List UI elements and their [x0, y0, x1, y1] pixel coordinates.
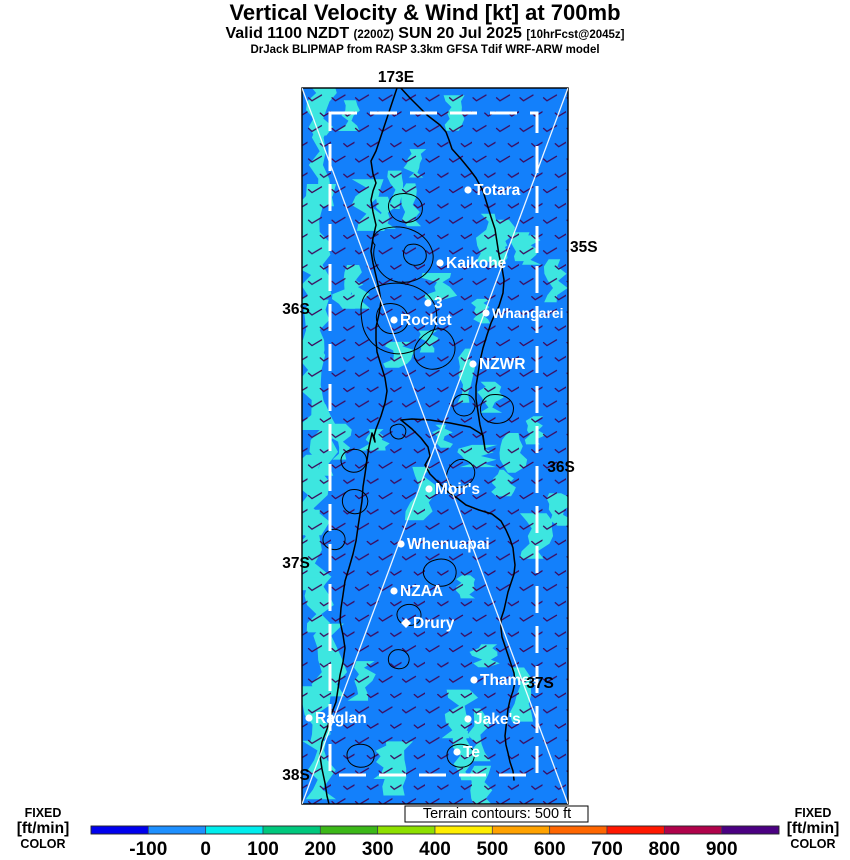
svg-text:Moir's: Moir's — [435, 481, 480, 498]
svg-text:36S: 36S — [547, 459, 575, 476]
svg-text:38S: 38S — [282, 767, 310, 784]
svg-text:Totara: Totara — [474, 182, 521, 199]
svg-text:Raglan: Raglan — [315, 710, 367, 727]
svg-text:Rocket: Rocket — [400, 312, 452, 329]
svg-text:Jake's: Jake's — [474, 711, 521, 728]
svg-text:Whangarei: Whangarei — [492, 305, 564, 321]
svg-text:37S: 37S — [526, 675, 554, 692]
svg-text:37S: 37S — [282, 555, 310, 572]
svg-text:NZWR: NZWR — [479, 356, 526, 373]
svg-text:NZAA: NZAA — [400, 583, 443, 600]
svg-text:3: 3 — [434, 295, 443, 312]
svg-text:35S: 35S — [570, 239, 598, 256]
svg-text:Drury: Drury — [413, 615, 455, 632]
svg-text:Kaikohe: Kaikohe — [446, 255, 507, 272]
svg-text:36S: 36S — [282, 301, 310, 318]
svg-text:Te: Te — [463, 744, 480, 761]
svg-text:173E: 173E — [378, 69, 414, 86]
svg-text:Whenuapai: Whenuapai — [407, 536, 490, 553]
